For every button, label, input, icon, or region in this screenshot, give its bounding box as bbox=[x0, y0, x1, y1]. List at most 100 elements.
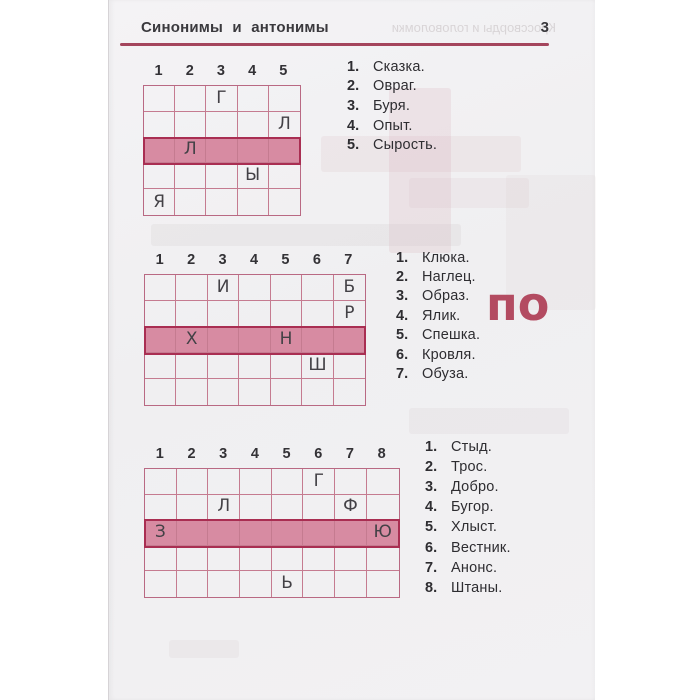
grid-cell[interactable] bbox=[208, 571, 241, 597]
grid-cell[interactable]: И bbox=[207, 275, 240, 301]
grid-cell[interactable] bbox=[206, 137, 238, 164]
grid-cell[interactable] bbox=[240, 571, 272, 597]
grid-cell[interactable] bbox=[334, 379, 365, 405]
grid-cell[interactable]: Я bbox=[144, 189, 176, 215]
grid-cell[interactable]: Л bbox=[175, 137, 207, 164]
grid-cell[interactable]: Ы bbox=[237, 163, 269, 190]
grid-cell[interactable]: Р bbox=[333, 301, 366, 327]
grid-cell[interactable] bbox=[302, 327, 334, 353]
grid-cell[interactable] bbox=[207, 301, 240, 327]
grid-cell[interactable] bbox=[177, 571, 209, 597]
grid-cell[interactable] bbox=[237, 137, 269, 164]
grid-cell[interactable] bbox=[270, 301, 303, 327]
grid-cell[interactable]: Л bbox=[268, 112, 300, 138]
grid-cell[interactable] bbox=[176, 353, 208, 379]
grid-cell[interactable] bbox=[206, 111, 238, 138]
grid-cell[interactable] bbox=[335, 469, 367, 495]
grid-cell[interactable]: Г bbox=[303, 469, 336, 495]
grid-cell[interactable] bbox=[271, 545, 304, 571]
grid-cell[interactable] bbox=[208, 469, 241, 495]
grid-cell[interactable] bbox=[175, 163, 207, 190]
grid-cell[interactable] bbox=[208, 520, 241, 546]
grid-cell[interactable] bbox=[366, 495, 399, 520]
grid-cell[interactable] bbox=[145, 353, 177, 379]
grid-cell[interactable] bbox=[268, 86, 300, 112]
grid-cell[interactable] bbox=[367, 571, 399, 597]
grid-cell[interactable] bbox=[207, 353, 240, 379]
grid-cell[interactable] bbox=[269, 189, 300, 215]
grid-cell[interactable] bbox=[366, 546, 399, 571]
grid-cell[interactable] bbox=[271, 469, 304, 495]
grid-cell[interactable] bbox=[206, 189, 238, 215]
grid-cell[interactable]: Ю bbox=[366, 520, 399, 546]
grid-cell[interactable]: Л bbox=[208, 494, 241, 520]
grid-cell[interactable]: Н bbox=[270, 327, 303, 353]
grid-cell[interactable] bbox=[335, 571, 367, 597]
grid-cell[interactable] bbox=[302, 379, 334, 405]
grid-cell[interactable] bbox=[176, 469, 209, 495]
grid-cell[interactable] bbox=[144, 137, 176, 164]
grid-cell[interactable] bbox=[303, 494, 336, 520]
grid-cell[interactable] bbox=[175, 189, 207, 215]
grid-cell[interactable] bbox=[238, 189, 269, 215]
grid-cell[interactable] bbox=[333, 327, 366, 353]
grid-cell[interactable] bbox=[270, 275, 303, 301]
grid-cell[interactable] bbox=[145, 494, 177, 520]
grid-cell[interactable] bbox=[303, 545, 336, 571]
grid-cell[interactable] bbox=[145, 275, 177, 301]
grid-cell[interactable] bbox=[208, 379, 240, 405]
grid-cell[interactable] bbox=[302, 301, 334, 327]
grid-cell[interactable] bbox=[207, 327, 240, 353]
grid-cell[interactable] bbox=[239, 275, 271, 301]
grid-cell[interactable] bbox=[366, 469, 399, 495]
grid-cell[interactable] bbox=[271, 379, 303, 405]
grid-cell[interactable] bbox=[240, 494, 272, 520]
grid-cell[interactable] bbox=[237, 111, 269, 138]
grid-cell[interactable]: Ь bbox=[272, 571, 304, 597]
grid-cell[interactable] bbox=[176, 520, 209, 546]
grid-cell[interactable]: Ф bbox=[335, 494, 367, 520]
grid-cell[interactable] bbox=[144, 111, 176, 138]
grid-cell[interactable]: З bbox=[145, 520, 177, 546]
grid-cell[interactable] bbox=[302, 275, 334, 301]
grid-cell[interactable] bbox=[145, 379, 177, 405]
grid-cell[interactable] bbox=[240, 469, 272, 495]
grid-cell[interactable] bbox=[335, 520, 367, 546]
grid-cell[interactable] bbox=[237, 86, 269, 112]
grid-cell[interactable] bbox=[268, 163, 300, 190]
grid-cell[interactable] bbox=[176, 494, 209, 520]
grid-cell[interactable] bbox=[145, 469, 177, 495]
grid-cell[interactable] bbox=[271, 494, 304, 520]
grid-cell[interactable] bbox=[208, 545, 241, 571]
grid-cell[interactable] bbox=[240, 545, 272, 571]
grid-cell[interactable] bbox=[239, 327, 271, 353]
grid-cell[interactable]: Ш bbox=[302, 353, 334, 379]
grid-cell[interactable]: Б bbox=[333, 275, 366, 301]
grid-cell[interactable] bbox=[240, 520, 272, 546]
grid-cell[interactable] bbox=[175, 111, 207, 138]
grid-cell[interactable] bbox=[239, 353, 271, 379]
grid-cell[interactable] bbox=[144, 163, 176, 190]
grid-cell[interactable] bbox=[271, 520, 304, 546]
grid-cell[interactable] bbox=[206, 163, 238, 190]
grid-cell[interactable] bbox=[176, 379, 208, 405]
grid-cell[interactable] bbox=[239, 379, 271, 405]
grid-cell[interactable] bbox=[268, 137, 300, 164]
grid-cell[interactable]: Г bbox=[206, 86, 238, 112]
grid-cell[interactable] bbox=[175, 86, 207, 112]
grid-cell[interactable] bbox=[239, 301, 271, 327]
grid-cell[interactable] bbox=[176, 301, 208, 327]
grid-cell[interactable] bbox=[145, 301, 177, 327]
grid-cell[interactable] bbox=[145, 327, 177, 353]
grid-cell[interactable] bbox=[270, 353, 303, 379]
grid-cell[interactable] bbox=[145, 545, 177, 571]
grid-cell[interactable] bbox=[333, 353, 366, 379]
grid-cell[interactable] bbox=[176, 545, 209, 571]
grid-cell[interactable]: Х bbox=[176, 327, 208, 353]
grid-cell[interactable] bbox=[144, 86, 176, 112]
grid-cell[interactable] bbox=[335, 545, 367, 571]
grid-cell[interactable] bbox=[176, 275, 208, 301]
grid-cell[interactable] bbox=[145, 571, 177, 597]
grid-cell[interactable] bbox=[303, 571, 336, 597]
grid-cell[interactable] bbox=[303, 520, 336, 546]
